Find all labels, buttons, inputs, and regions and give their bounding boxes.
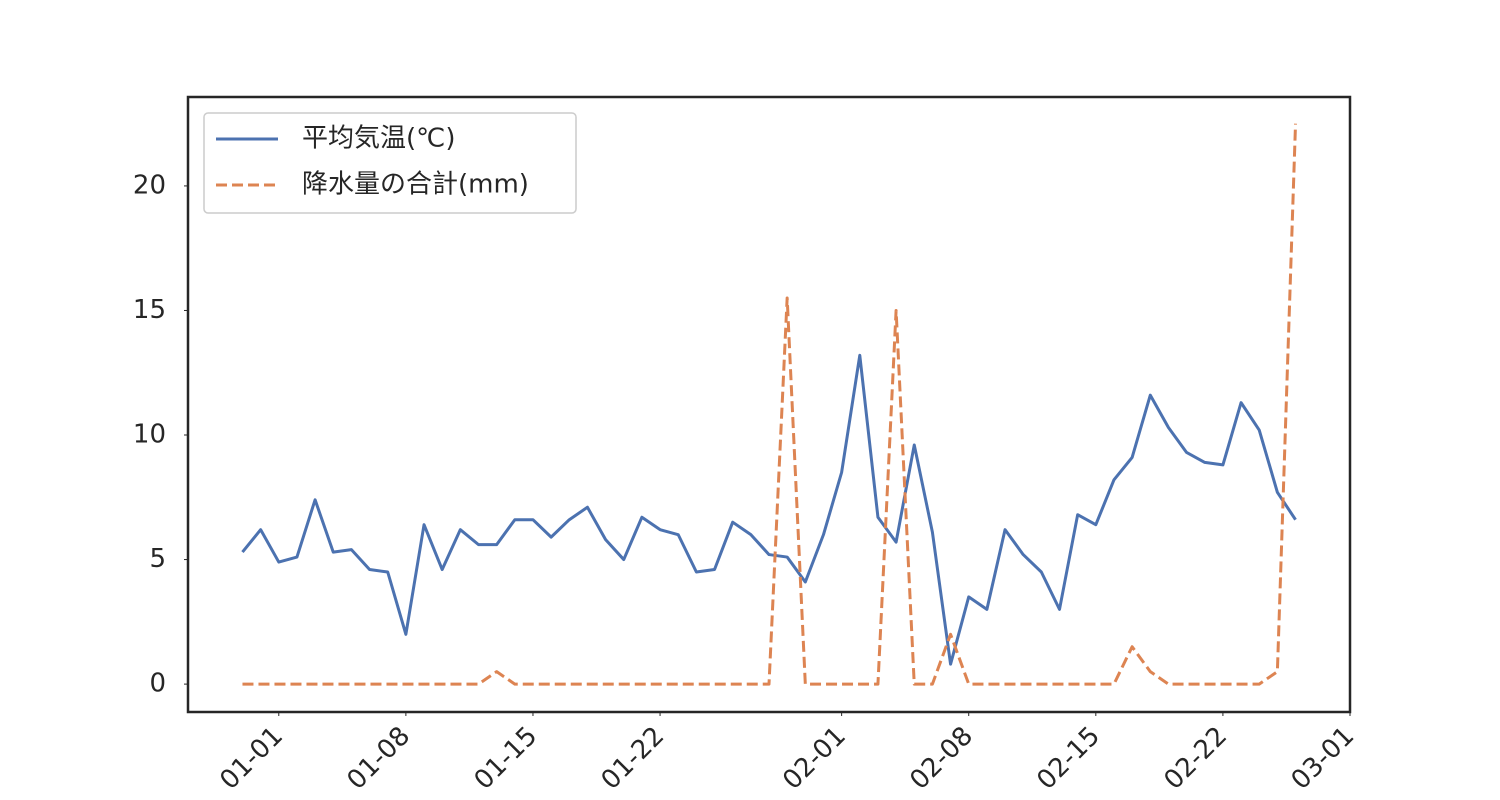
x-tick-label: 01-15 (469, 721, 544, 796)
y-tick-label: 0 (149, 669, 166, 699)
x-tick-label: 02-01 (777, 721, 852, 796)
x-tick-label: 01-08 (341, 721, 416, 796)
x-tick-label: 02-22 (1159, 721, 1234, 796)
x-tick-label: 02-15 (1031, 721, 1106, 796)
plot-frame (186, 95, 1352, 714)
x-tick-label: 03-01 (1286, 721, 1361, 796)
data-line (242, 123, 1298, 686)
y-tick-label: 20 (133, 170, 166, 200)
data-line (241, 353, 1297, 666)
x-tick-label: 01-22 (596, 721, 671, 796)
y-tick-label: 5 (149, 544, 166, 574)
x-tick-label: 01-01 (214, 721, 289, 796)
legend-label: 平均気温(℃) (302, 124, 456, 154)
x-tick-label: 02-08 (904, 721, 979, 796)
y-tick-label: 15 (133, 295, 166, 325)
legend: 平均気温(℃) 降水量の合計(mm) (203, 112, 577, 214)
y-tick-label: 10 (133, 420, 166, 450)
legend-box (203, 112, 577, 214)
legend-label: 降水量の合計(mm) (302, 170, 529, 200)
